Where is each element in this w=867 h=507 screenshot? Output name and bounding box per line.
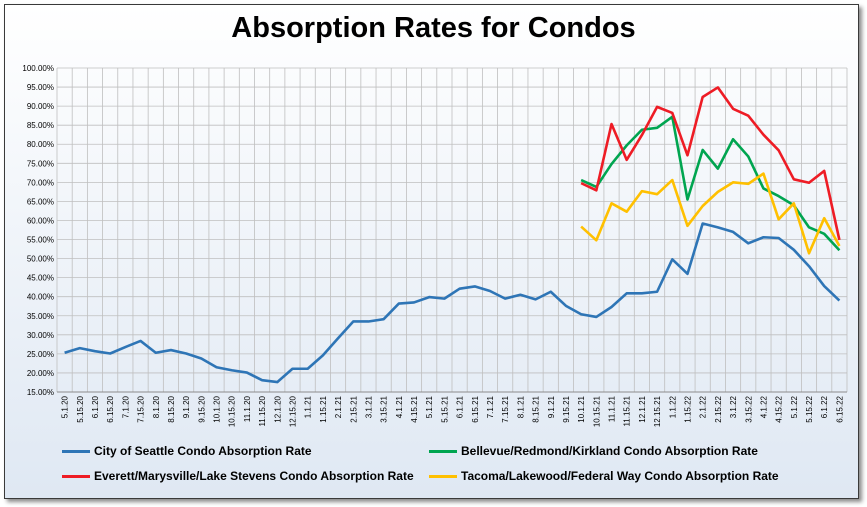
x-tick-label: 11.15.21: [623, 395, 632, 426]
y-tick-label: 45.00%: [27, 274, 54, 283]
x-tick-label: 6.1.21: [456, 395, 465, 418]
x-tick-label: 11.1.21: [608, 395, 617, 422]
y-tick-label: 40.00%: [27, 293, 54, 302]
y-tick-label: 30.00%: [27, 331, 54, 340]
x-tick-label: 6.1.22: [820, 395, 829, 418]
x-tick-label: 4.15.22: [775, 395, 784, 422]
x-axis: 5.1.20 5.15.20 6.1.20 6.15.20 7.1.20 7.15.20 8…: [57, 391, 847, 427]
x-tick-label: 3.1.21: [364, 395, 373, 418]
x-tick-label: 10.1.21: [577, 395, 586, 422]
x-tick-label: 10.15.20: [228, 395, 237, 427]
x-tick-label: 3.15.21: [380, 395, 389, 422]
x-tick-label: 6.15.22: [835, 395, 844, 422]
y-tick-label: 20.00%: [27, 369, 54, 378]
x-tick-label: 2.15.21: [349, 395, 358, 422]
legend-item-bellevue: Bellevue/Redmond/Kirkland Condo Absorpti…: [429, 444, 758, 458]
x-tick-label: 9.1.21: [547, 395, 556, 418]
x-tick-label: 7.1.20: [121, 395, 130, 418]
x-tick-label: 12.1.20: [273, 395, 282, 422]
legend-swatch: [429, 450, 457, 454]
y-tick-label: 90.00%: [27, 102, 54, 111]
legend-swatch: [429, 475, 457, 479]
legend-item-seattle: City of Seattle Condo Absorption Rate: [62, 444, 312, 458]
x-tick-label: 8.1.21: [516, 395, 525, 418]
x-tick-label: 2.1.21: [334, 395, 343, 418]
x-tick-label: 9.15.20: [197, 395, 206, 422]
series-line-everett: [580, 86, 841, 241]
y-tick-label: 65.00%: [27, 197, 54, 206]
legend-item-tacoma: Tacoma/Lakewood/Federal Way Condo Absorp…: [429, 469, 779, 483]
series-line-seattle: [64, 222, 841, 384]
x-tick-label: 4.1.21: [395, 395, 404, 418]
x-tick-label: 1.1.22: [668, 395, 677, 418]
x-tick-label: 6.15.21: [471, 395, 480, 422]
x-tick-label: 5.1.20: [61, 395, 70, 418]
legend-label: Tacoma/Lakewood/Federal Way Condo Absorp…: [461, 469, 779, 483]
x-tick-label: 11.15.20: [258, 395, 267, 426]
y-tick-label: 85.00%: [27, 121, 54, 130]
legend-item-everett: Everett/Marysville/Lake Stevens Condo Ab…: [62, 469, 414, 483]
y-tick-label: 25.00%: [27, 350, 54, 359]
x-tick-label: 8.1.20: [152, 395, 161, 418]
legend-label: Everett/Marysville/Lake Stevens Condo Ab…: [94, 469, 414, 483]
x-tick-label: 7.15.20: [137, 395, 146, 422]
y-tick-label: 35.00%: [27, 312, 54, 321]
x-tick-label: 10.15.21: [592, 395, 601, 427]
x-tick-label: 9.15.21: [562, 395, 571, 422]
chart-frame: [4, 4, 859, 499]
y-tick-label: 15.00%: [27, 388, 54, 397]
y-tick-label: 100.00%: [22, 64, 54, 73]
x-tick-label: 6.1.20: [91, 395, 100, 418]
legend-label: City of Seattle Condo Absorption Rate: [94, 444, 312, 458]
x-tick-label: 5.15.22: [805, 395, 814, 422]
y-tick-label: 50.00%: [27, 255, 54, 264]
x-tick-label: 11.1.20: [243, 395, 252, 422]
x-tick-label: 12.1.21: [638, 395, 647, 422]
y-tick-label: 80.00%: [27, 140, 54, 149]
x-tick-label: 4.15.21: [410, 395, 419, 422]
x-tick-label: 5.1.21: [425, 395, 434, 418]
x-tick-label: 8.15.21: [532, 395, 541, 422]
legend-label: Bellevue/Redmond/Kirkland Condo Absorpti…: [461, 444, 758, 458]
x-tick-label: 12.15.20: [288, 395, 297, 427]
y-tick-label: 70.00%: [27, 178, 54, 187]
x-tick-label: 9.1.20: [182, 395, 191, 418]
x-tick-label: 7.1.21: [486, 395, 495, 418]
y-axis: 15.00% 20.00% 25.00% 30.00% 35.00% 40.00% 45.0…: [22, 64, 54, 397]
x-tick-label: 5.15.20: [76, 395, 85, 422]
x-tick-label: 5.15.21: [440, 395, 449, 422]
chart-title: Absorption Rates for Condos: [231, 12, 636, 44]
x-tick-label: 5.1.22: [790, 395, 799, 418]
x-tick-label: 3.15.22: [744, 395, 753, 422]
x-tick-label: 2.15.22: [714, 395, 723, 422]
legend-swatch: [62, 475, 90, 479]
y-tick-label: 95.00%: [27, 83, 54, 92]
x-tick-label: 1.15.22: [683, 395, 692, 422]
series-line-tacoma: [580, 172, 841, 255]
y-tick-label: 75.00%: [27, 159, 54, 168]
x-tick-label: 6.15.20: [106, 395, 115, 422]
x-tick-label: 12.15.21: [653, 395, 662, 427]
x-tick-label: 10.1.20: [213, 395, 222, 422]
x-tick-label: 4.1.22: [759, 395, 768, 418]
legend-swatch: [62, 450, 90, 454]
x-tick-label: 7.15.21: [501, 395, 510, 422]
y-tick-label: 60.00%: [27, 216, 54, 225]
x-tick-label: 8.15.20: [167, 395, 176, 422]
x-tick-label: 2.1.22: [699, 395, 708, 418]
series-layer: [64, 86, 841, 384]
x-tick-label: 1.1.21: [304, 395, 313, 418]
x-tick-label: 1.15.21: [319, 395, 328, 422]
y-tick-label: 55.00%: [27, 236, 54, 245]
grid-lines: [56, 67, 848, 393]
x-tick-label: 3.1.22: [729, 395, 738, 418]
